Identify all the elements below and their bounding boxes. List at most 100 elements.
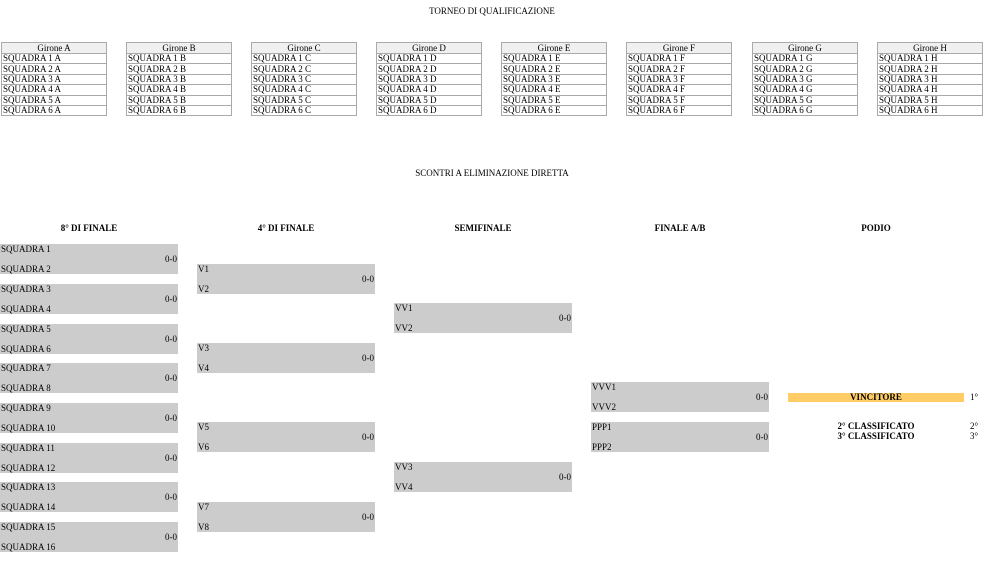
group-team: SQUADRA 5 C [251,94,357,106]
group-team: SQUADRA 2 C [251,63,357,75]
home-team: VVV1 [592,382,616,392]
group-team: SQUADRA 3 C [251,73,357,86]
group-team: SQUADRA 5 A [1,94,107,106]
match-box: V5 0-0 V6 [197,422,375,452]
group-table: Girone F SQUADRA 1 F SQUADRA 2 F SQUADRA 3 … [626,42,732,117]
group-team: SQUADRA 6 G [752,104,858,117]
group-team: SQUADRA 6 F [626,104,732,117]
home-team: SQUADRA 13 [1,482,56,492]
group-name: Girone H [877,42,983,54]
away-team: PPP2 [592,442,612,452]
match-score: 0-0 [362,274,374,284]
match-box: SQUADRA 15 0-0 SQUADRA 16 [0,522,178,552]
away-team: SQUADRA 16 [1,542,56,552]
group-name: Girone A [1,42,107,54]
match-box: PPP1 0-0 PPP2 [591,422,769,452]
match-box: SQUADRA 1 0-0 SQUADRA 2 [0,244,178,274]
match-box: V1 0-0 V2 [197,264,375,294]
group-team: SQUADRA 2 B [126,63,232,75]
first-place-label: 1° [970,392,979,402]
home-team: PPP1 [592,422,612,432]
group-team: SQUADRA 1 D [376,52,482,65]
away-team: SQUADRA 14 [1,502,56,512]
group-team: SQUADRA 1 B [126,52,232,65]
match-score: 0-0 [756,432,768,442]
group-team: SQUADRA 3 B [126,73,232,86]
winner-slot: VINCITORE [788,393,964,402]
away-team: SQUADRA 4 [1,304,51,314]
match-score: 0-0 [165,492,177,502]
group-team: SQUADRA 4 D [376,84,482,96]
group-table: Girone B SQUADRA 1 B SQUADRA 2 B SQUADRA 3 … [126,42,232,117]
away-team: V8 [198,522,209,532]
match-box: SQUADRA 9 0-0 SQUADRA 10 [0,403,178,433]
match-box: SQUADRA 13 0-0 SQUADRA 14 [0,482,178,512]
match-box: VVV1 0-0 VVV2 [591,382,769,412]
group-table: Girone D SQUADRA 1 D SQUADRA 2 D SQUADRA 3 … [376,42,482,117]
group-team: SQUADRA 1 H [877,52,983,65]
group-team: SQUADRA 5 F [626,94,732,106]
match-score: 0-0 [165,453,177,463]
group-team: SQUADRA 5 H [877,94,983,106]
group-team: SQUADRA 2 D [376,63,482,75]
group-team: SQUADRA 3 F [626,73,732,86]
group-team: SQUADRA 1 A [1,52,107,65]
group-team: SQUADRA 5 D [376,94,482,106]
match-score: 0-0 [165,373,177,383]
match-box: SQUADRA 11 0-0 SQUADRA 12 [0,443,178,473]
round-heading: 4° DI FINALE [257,223,315,233]
group-team: SQUADRA 2 H [877,63,983,75]
match-score: 0-0 [559,313,571,323]
home-team: SQUADRA 9 [1,403,51,413]
match-score: 0-0 [165,334,177,344]
match-score: 0-0 [362,512,374,522]
home-team: VV3 [395,462,413,472]
group-name: Girone C [251,42,357,54]
match-box: V7 0-0 V8 [197,502,375,532]
group-table: Girone G SQUADRA 1 G SQUADRA 2 G SQUADRA 3 … [752,42,858,117]
match-score: 0-0 [362,353,374,363]
group-team: SQUADRA 4 E [501,84,607,96]
match-score: 0-0 [362,432,374,442]
group-team: SQUADRA 5 B [126,94,232,106]
group-team: SQUADRA 3 E [501,73,607,86]
round-heading: 8° DI FINALE [60,223,118,233]
home-team: V5 [198,422,209,432]
group-team: SQUADRA 4 B [126,84,232,96]
home-team: SQUADRA 5 [1,324,51,334]
group-team: SQUADRA 2 F [626,63,732,75]
home-team: SQUADRA 15 [1,522,56,532]
third-place-label: 3° [970,431,979,441]
group-table: Girone A SQUADRA 1 A SQUADRA 2 A SQUADRA 3 … [1,42,107,117]
away-team: SQUADRA 2 [1,264,51,274]
group-team: SQUADRA 4 H [877,84,983,96]
group-team: SQUADRA 5 G [752,94,858,106]
round-heading: FINALE A/B [654,223,706,233]
match-box: SQUADRA 5 0-0 SQUADRA 6 [0,324,178,354]
group-team: SQUADRA 3 G [752,73,858,86]
third-place-slot: 3° CLASSIFICATO [837,431,915,441]
home-team: V1 [198,264,209,274]
round-heading: SEMIFINALE [454,223,512,233]
knockout-title: SCONTRI A ELIMINAZIONE DIRETTA [415,168,569,178]
group-team: SQUADRA 2 G [752,63,858,75]
away-team: VVV2 [592,402,616,412]
group-team: SQUADRA 4 C [251,84,357,96]
group-team: SQUADRA 3 H [877,73,983,86]
match-score: 0-0 [756,392,768,402]
group-team: SQUADRA 6 E [501,104,607,117]
match-box: SQUADRA 7 0-0 SQUADRA 8 [0,363,178,393]
group-team: SQUADRA 1 F [626,52,732,65]
group-team: SQUADRA 3 A [1,73,107,86]
home-team: SQUADRA 11 [1,443,55,453]
group-team: SQUADRA 1 G [752,52,858,65]
group-team: SQUADRA 6 H [877,104,983,117]
group-team: SQUADRA 5 E [501,94,607,106]
away-team: SQUADRA 8 [1,383,51,393]
away-team: V2 [198,284,209,294]
home-team: SQUADRA 1 [1,244,51,254]
home-team: V3 [198,343,209,353]
second-place-label: 2° [970,421,979,431]
group-table: Girone H SQUADRA 1 H SQUADRA 2 H SQUADRA 3 … [877,42,983,117]
away-team: V4 [198,363,209,373]
